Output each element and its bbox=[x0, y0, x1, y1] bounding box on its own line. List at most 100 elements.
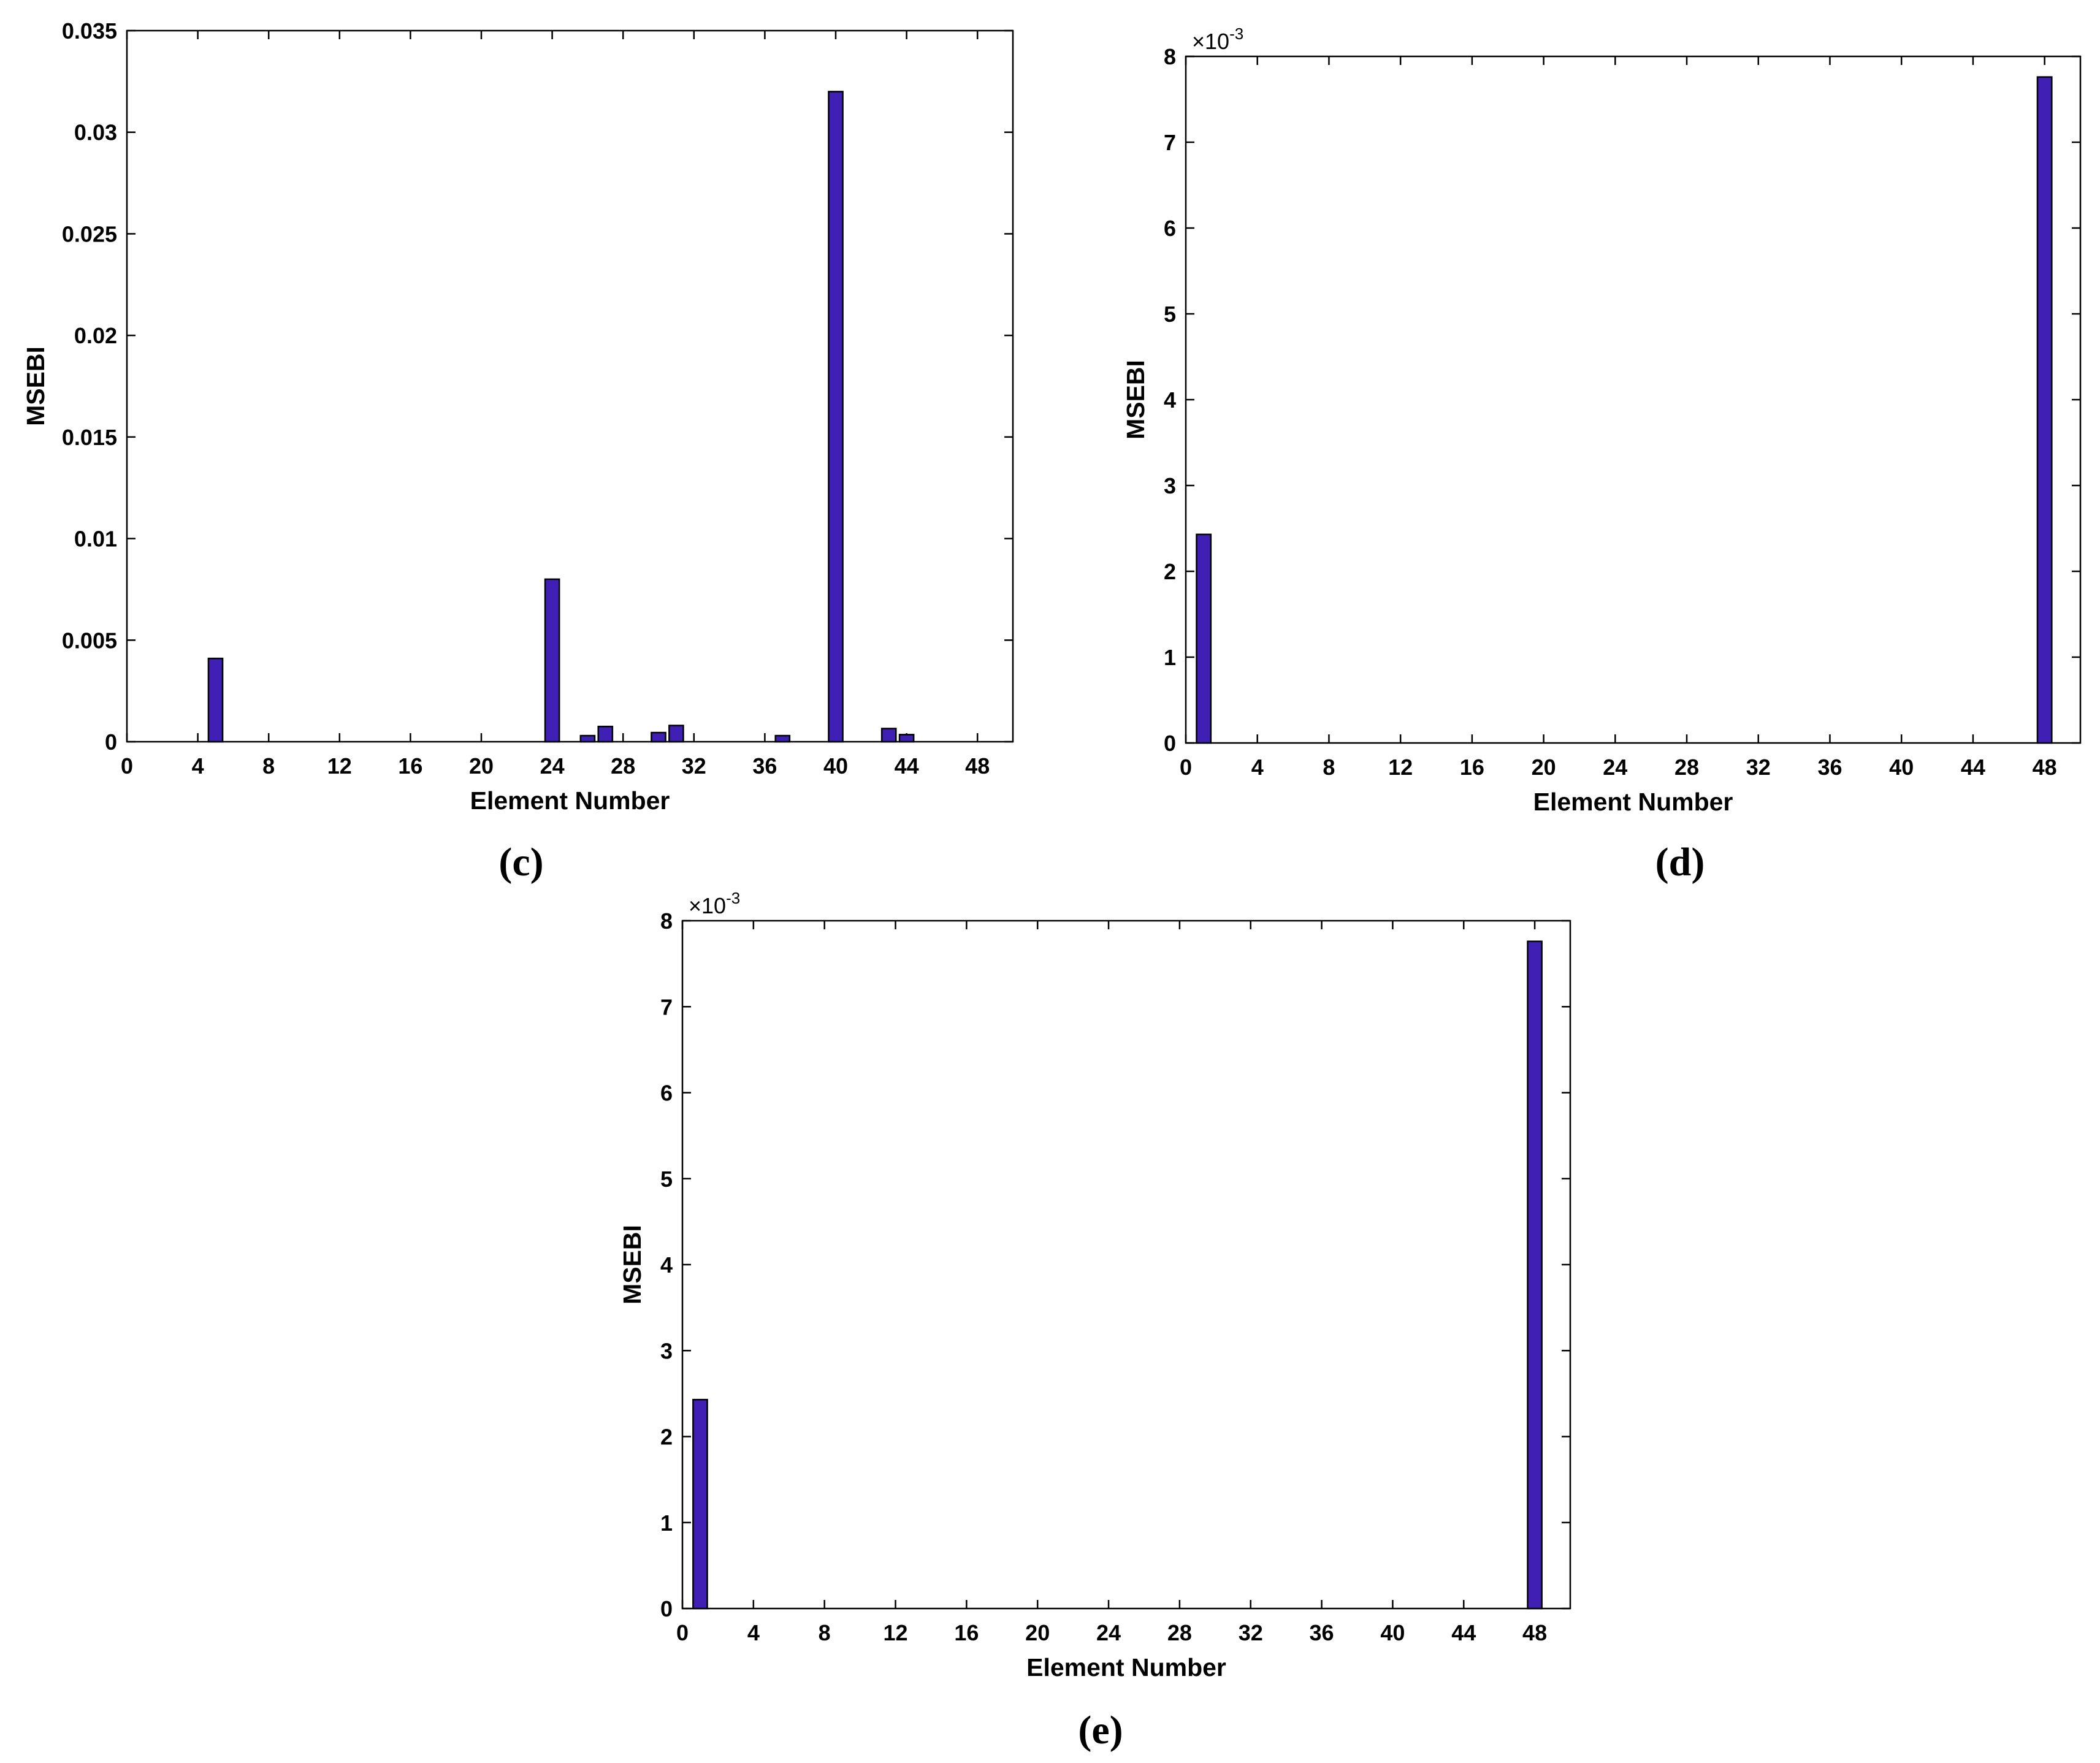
y-tick-label: 0.01 bbox=[74, 527, 117, 552]
y-tick-label: 0 bbox=[660, 1596, 673, 1621]
y-tick-label: 6 bbox=[1164, 216, 1176, 241]
x-tick-label: 48 bbox=[2033, 755, 2057, 780]
y-tick-label: 7 bbox=[1164, 130, 1176, 155]
x-tick-label: 32 bbox=[1239, 1620, 1263, 1645]
x-tick-label: 8 bbox=[819, 1620, 831, 1645]
y-tick-label: 8 bbox=[1164, 44, 1176, 69]
x-tick-label: 40 bbox=[1889, 755, 1914, 780]
y-tick-label: 0.03 bbox=[74, 120, 117, 145]
x-tick-label: 28 bbox=[611, 753, 635, 779]
x-tick-label: 4 bbox=[1251, 755, 1264, 780]
bar-element-48 bbox=[1527, 940, 1543, 1610]
x-tick-label: 0 bbox=[1180, 755, 1192, 780]
bar-element-43 bbox=[880, 728, 897, 743]
y-tick-label: 5 bbox=[1164, 302, 1176, 327]
x-tick-label: 8 bbox=[262, 753, 275, 779]
y-axis-title: MSEBI bbox=[1121, 360, 1150, 440]
y-tick-label: 4 bbox=[1164, 387, 1176, 413]
x-tick-label: 44 bbox=[1961, 755, 1985, 780]
y-tick-label: 3 bbox=[660, 1338, 673, 1363]
y-tick-label: 4 bbox=[660, 1252, 673, 1278]
exponent-base: ×10 bbox=[1192, 29, 1229, 54]
x-tick-label: 44 bbox=[1451, 1620, 1476, 1645]
chart-panel-d: 0 4 8 12 16 20 24 28 32 36 40 44 48012345678Element … bbox=[1121, 25, 2082, 885]
bar-element-37 bbox=[774, 734, 791, 743]
y-tick-label: 1 bbox=[660, 1510, 673, 1536]
y-axis-exponent-label: ×10-3 bbox=[1192, 25, 1243, 54]
plot-frame bbox=[681, 920, 1571, 1610]
y-axis-exponent-label: ×10-3 bbox=[689, 889, 740, 918]
x-tick-label: 40 bbox=[823, 753, 848, 779]
x-axis-title: Element Number bbox=[470, 786, 670, 815]
x-tick-label: 4 bbox=[747, 1620, 760, 1645]
y-tick-label: 0 bbox=[105, 729, 117, 755]
x-tick-label: 16 bbox=[398, 753, 422, 779]
x-tick-label: 36 bbox=[1817, 755, 1842, 780]
x-axis-title: Element Number bbox=[1533, 788, 1733, 816]
bar-element-31 bbox=[668, 725, 684, 743]
x-tick-label: 16 bbox=[954, 1620, 979, 1645]
x-tick-label: 20 bbox=[469, 753, 494, 779]
y-tick-label: 0.015 bbox=[62, 425, 117, 450]
x-axis-title: Element Number bbox=[1026, 1653, 1226, 1681]
x-tick-label: 12 bbox=[1388, 755, 1413, 780]
exponent-power: -3 bbox=[1229, 25, 1243, 43]
bar-element-1 bbox=[692, 1398, 708, 1610]
chart-panel-c: 0 4 8 12 16 20 24 28 32 36 40 44 4800.0050.010.0150.… bbox=[21, 18, 1014, 885]
x-tick-label: 16 bbox=[1460, 755, 1484, 780]
bar-element-24 bbox=[544, 578, 560, 743]
bar-element-1 bbox=[1196, 533, 1212, 744]
x-tick-label: 32 bbox=[1746, 755, 1771, 780]
bar-element-5 bbox=[207, 657, 224, 743]
panel-label: (d) bbox=[1655, 840, 1705, 885]
x-tick-label: 48 bbox=[1522, 1620, 1547, 1645]
y-tick-label: 0 bbox=[1164, 731, 1176, 756]
x-tick-label: 24 bbox=[1096, 1620, 1121, 1645]
y-tick-label: 0.02 bbox=[74, 323, 117, 348]
y-tick-label: 0.035 bbox=[62, 18, 117, 44]
bar-element-27 bbox=[597, 725, 614, 743]
plot-frame bbox=[1185, 55, 2082, 744]
x-tick-label: 8 bbox=[1323, 755, 1335, 780]
x-tick-label: 28 bbox=[1167, 1620, 1192, 1645]
y-tick-label: 0.025 bbox=[62, 221, 117, 246]
y-tick-label: 2 bbox=[660, 1425, 673, 1450]
x-tick-label: 44 bbox=[895, 753, 919, 779]
y-tick-label: 3 bbox=[1164, 473, 1176, 498]
exponent-power: -3 bbox=[726, 889, 740, 907]
x-tick-label: 40 bbox=[1380, 1620, 1405, 1645]
x-tick-label: 0 bbox=[676, 1620, 689, 1645]
x-tick-label: 20 bbox=[1532, 755, 1556, 780]
x-tick-label: 28 bbox=[1674, 755, 1699, 780]
exponent-base: ×10 bbox=[689, 893, 726, 918]
panel-label: (c) bbox=[498, 840, 543, 885]
x-tick-label: 24 bbox=[1603, 755, 1627, 780]
y-tick-label: 2 bbox=[1164, 559, 1176, 584]
y-tick-label: 8 bbox=[660, 908, 673, 934]
x-tick-label: 20 bbox=[1025, 1620, 1050, 1645]
panel-label: (e) bbox=[1078, 1708, 1123, 1753]
x-tick-label: 32 bbox=[682, 753, 706, 779]
x-tick-label: 12 bbox=[327, 753, 352, 779]
y-tick-label: 0.005 bbox=[62, 628, 117, 653]
y-tick-label: 6 bbox=[660, 1081, 673, 1106]
bar-element-30 bbox=[651, 731, 666, 743]
x-tick-label: 12 bbox=[883, 1620, 907, 1645]
y-axis-title: MSEBI bbox=[618, 1225, 646, 1304]
plot-frame bbox=[126, 29, 1014, 743]
bar-element-48 bbox=[2036, 76, 2053, 744]
x-tick-label: 24 bbox=[540, 753, 565, 779]
x-tick-label: 36 bbox=[752, 753, 777, 779]
x-tick-label: 36 bbox=[1310, 1620, 1334, 1645]
x-tick-label: 0 bbox=[121, 753, 133, 779]
y-axis-title: MSEBI bbox=[21, 346, 50, 426]
x-tick-label: 48 bbox=[965, 753, 990, 779]
y-tick-label: 5 bbox=[660, 1167, 673, 1192]
y-tick-label: 1 bbox=[1164, 645, 1176, 670]
chart-panel-e: 0 4 8 12 16 20 24 28 32 36 40 44 48012345678Element … bbox=[618, 889, 1571, 1753]
bar-element-44 bbox=[898, 734, 915, 743]
bar-element-40 bbox=[828, 91, 844, 743]
bar-element-26 bbox=[579, 734, 596, 743]
x-tick-label: 4 bbox=[192, 753, 204, 779]
